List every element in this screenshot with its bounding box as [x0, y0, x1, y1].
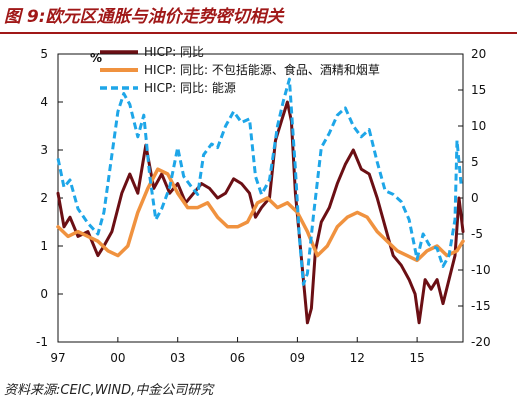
plot-frame: [57, 53, 464, 343]
x-axis-tick-label: 97: [50, 351, 65, 365]
x-axis-tick-label: 06: [230, 351, 245, 365]
series-line-2: [56, 167, 465, 263]
title-rule: [0, 32, 517, 34]
right-axis-tick-label: 5: [471, 155, 479, 169]
series-line-3: [56, 77, 463, 286]
left-axis-tick-label: 4: [40, 95, 48, 109]
right-axis-tick-label: 0: [471, 191, 479, 205]
series-layer: [56, 77, 465, 325]
left-axis-tick-label: 0: [40, 287, 48, 301]
left-axis-tick-label: 2: [40, 191, 48, 205]
figure-title: 图 9:欧元区通胀与油价走势密切相关: [4, 7, 284, 27]
right-axis-tick-label: 20: [471, 47, 486, 61]
x-axis-tick-label: 00: [110, 351, 125, 365]
right-axis-tick-label: -15: [471, 299, 491, 313]
right-axis-tick-label: -20: [471, 335, 491, 349]
legend-label-3: HICP: 同比: 能源: [144, 81, 236, 95]
left-axis-tick-label: 1: [40, 239, 48, 253]
left-axis-tick-label: -1: [36, 335, 48, 349]
right-axis-tick-label: -5: [471, 227, 483, 241]
legend: HICP: 同比 HICP: 同比: 不包括能源、食品、酒精和烟草 HICP: 同比…: [100, 45, 380, 95]
source-note: 资料来源:CEIC,WIND,中金公司研究: [4, 383, 214, 398]
x-axis-tick-label: 03: [170, 351, 185, 365]
series-line-1: [56, 100, 465, 325]
x-axis-tick-label: 15: [409, 351, 424, 365]
right-axis-tick-label: 10: [471, 119, 486, 133]
x-axis-tick-label: 12: [350, 351, 365, 365]
legend-label-1: HICP: 同比: [144, 45, 204, 59]
left-axis-tick-label: 3: [40, 143, 48, 157]
left-axis-tick-label: 5: [40, 47, 48, 61]
right-axis-tick-label: 15: [471, 83, 486, 97]
right-axis-tick-label: -10: [471, 263, 491, 277]
x-axis-tick-label: 09: [290, 351, 305, 365]
legend-label-2: HICP: 同比: 不包括能源、食品、酒精和烟草: [144, 62, 380, 77]
left-axis-unit: %: [90, 51, 102, 65]
